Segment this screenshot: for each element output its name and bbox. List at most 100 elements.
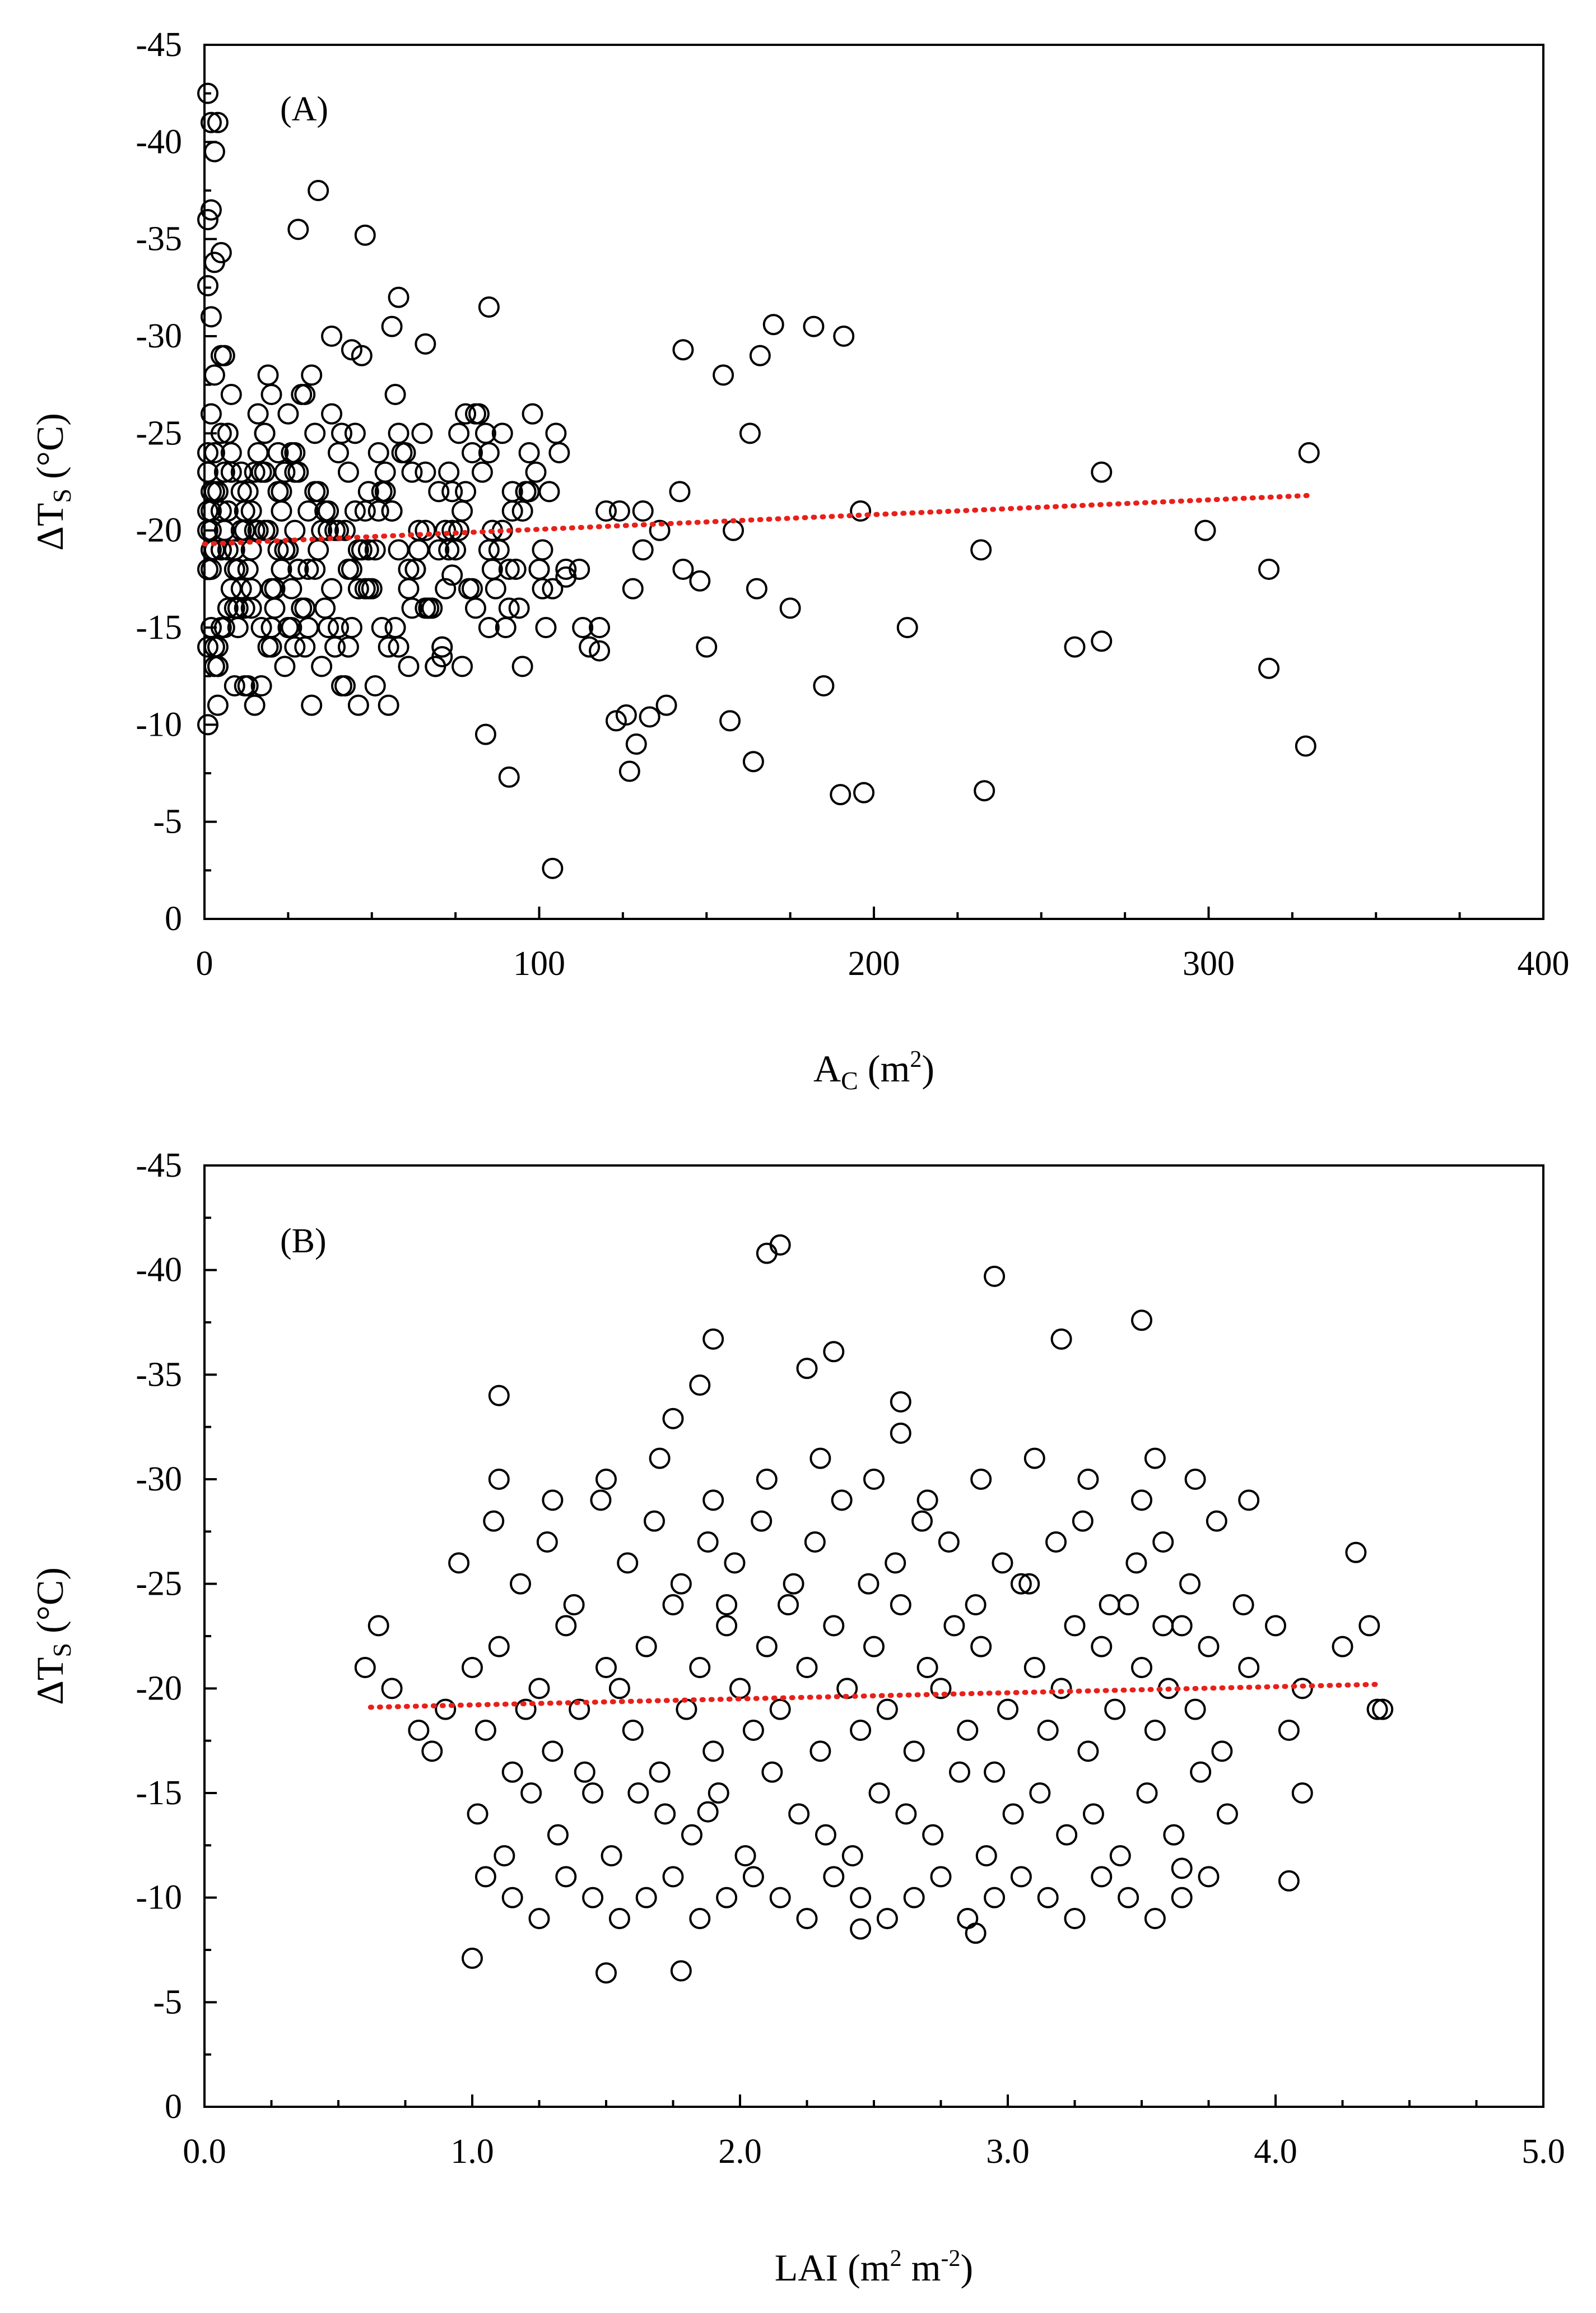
data-point <box>850 1720 872 1741</box>
data-point <box>324 519 346 541</box>
data-point <box>452 500 473 522</box>
data-point <box>321 578 343 600</box>
data-point <box>823 1615 845 1637</box>
data-point <box>669 481 691 503</box>
trendline-a <box>202 493 1312 547</box>
data-point <box>518 481 540 503</box>
data-point <box>1091 461 1113 483</box>
data-point <box>545 422 567 444</box>
y-tick-label: -5 <box>153 1983 182 2021</box>
data-point <box>649 1761 671 1783</box>
data-point <box>582 1782 604 1804</box>
data-point <box>708 1782 729 1804</box>
data-point <box>438 461 460 483</box>
data-point <box>337 559 359 580</box>
data-point <box>716 1615 738 1637</box>
data-point <box>464 597 486 619</box>
x-tick-label: 0 <box>196 945 213 983</box>
data-point <box>284 519 306 541</box>
data-point <box>511 656 533 677</box>
data-point <box>301 364 323 386</box>
data-point <box>1332 1636 1353 1657</box>
data-point <box>448 422 470 444</box>
data-point <box>488 1469 510 1490</box>
data-point <box>394 442 416 463</box>
data-point <box>213 461 235 483</box>
data-point <box>1258 657 1280 679</box>
data-point <box>1291 1782 1313 1804</box>
points-b <box>354 1234 1394 1984</box>
data-point <box>930 1866 952 1888</box>
data-point <box>563 1594 585 1615</box>
data-point <box>739 422 761 444</box>
data-point <box>769 1234 791 1256</box>
data-point <box>445 539 467 561</box>
data-point <box>220 461 242 483</box>
data-point <box>510 1573 532 1595</box>
data-point <box>337 461 359 483</box>
data-point <box>876 1698 898 1720</box>
data-point <box>501 500 523 522</box>
panel-label-a: (A) <box>280 90 328 128</box>
data-point <box>997 1698 1018 1720</box>
data-point <box>555 1615 577 1637</box>
y-tick-label: 0 <box>165 2088 182 2126</box>
y-tick-label: 0 <box>165 900 182 938</box>
data-point <box>608 1678 630 1699</box>
x-axis-title-a: AC (m2) <box>813 1047 934 1095</box>
data-point <box>304 559 326 580</box>
trendline <box>367 1682 1385 1710</box>
data-point <box>903 1740 925 1762</box>
data-point <box>542 857 564 879</box>
x-tick-label: 2.0 <box>718 2133 762 2171</box>
data-point <box>803 315 825 337</box>
data-point <box>868 1782 890 1804</box>
data-point <box>676 1698 697 1720</box>
x-tick-label: 300 <box>1183 945 1235 983</box>
data-point <box>627 1782 649 1804</box>
data-point <box>488 1385 510 1406</box>
y-axis-title-b: ΔTS (°C) <box>29 1567 76 1705</box>
data-point <box>1184 1469 1206 1490</box>
y-tick-label: -30 <box>136 1460 182 1498</box>
y-tick-label: -40 <box>136 1251 182 1289</box>
data-point <box>1118 1594 1139 1615</box>
data-point <box>1171 1857 1193 1879</box>
data-point <box>301 694 323 716</box>
data-point <box>1358 1615 1380 1637</box>
data-point <box>364 539 386 561</box>
data-point <box>1125 1552 1147 1574</box>
data-point <box>421 1740 443 1762</box>
data-point <box>528 559 550 580</box>
data-point <box>1010 1573 1032 1595</box>
data-point <box>1091 630 1113 652</box>
data-point <box>274 656 296 677</box>
data-point <box>1194 519 1216 541</box>
data-point <box>756 1469 778 1490</box>
data-point <box>702 1489 724 1511</box>
data-point <box>970 1636 992 1657</box>
data-point <box>483 1510 505 1532</box>
data-point <box>639 706 660 728</box>
data-point <box>328 442 349 463</box>
data-point <box>388 286 410 308</box>
data-point <box>689 570 711 592</box>
data-point <box>992 1552 1013 1574</box>
data-point <box>281 578 303 600</box>
data-point <box>347 578 369 600</box>
data-point <box>197 82 218 104</box>
data-point <box>542 1489 564 1511</box>
data-point <box>697 1531 719 1553</box>
data-point <box>911 1510 933 1532</box>
data-point <box>863 1469 885 1490</box>
data-point <box>885 1552 906 1574</box>
data-point <box>809 1740 831 1762</box>
data-point <box>404 559 426 580</box>
data-point <box>318 617 339 638</box>
data-point <box>890 1422 911 1444</box>
data-point <box>311 656 333 677</box>
data-point <box>542 1740 564 1762</box>
data-point <box>850 1918 872 1940</box>
data-point <box>401 461 423 483</box>
